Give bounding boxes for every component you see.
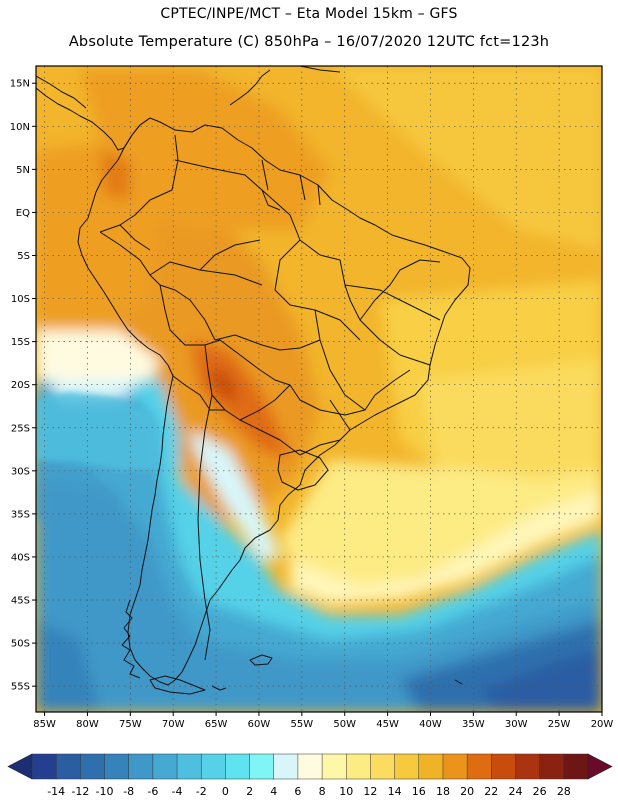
uruguay-outline [277,449,329,491]
colorbar-label: 24 [508,785,522,798]
colorbar-label: 22 [484,785,498,798]
lon-tick-label: 70W [162,719,185,730]
colorbar-label: -8 [123,785,134,798]
colorbar-swatch [539,753,565,780]
colorbar-label: 8 [319,785,326,798]
colorbar-swatch [176,753,202,780]
map-frame [35,65,603,713]
colorbar-high-arrow [587,753,613,780]
colorbar-label: 20 [460,785,474,798]
colorbar-swatch [370,753,396,780]
central-america-coastline [36,87,151,151]
colorbar-label: 16 [412,785,426,798]
colorbar-swatch [466,753,492,780]
lat-tick-label: 20S [11,380,30,391]
colorbar-label: 0 [222,785,229,798]
lon-tick-label: 55W [291,719,314,730]
colorbar-low-arrow [7,753,33,780]
caribbean-coastline [36,75,87,109]
colorbar-swatch [515,753,541,780]
lon-tick-label: 50W [333,719,356,730]
lon-tick-label: 45W [376,719,399,730]
colorbar-label: -4 [172,785,183,798]
coastlines-and-borders [36,66,471,695]
lon-tick-label: 35W [462,719,485,730]
lat-tick-label: 15N [10,79,30,90]
colorbar-swatch [418,753,444,780]
lon-tick-label: 80W [76,719,99,730]
colorbar-swatch [249,753,275,780]
lon-tick-label: 65W [205,719,228,730]
lat-tick-label: 5N [16,165,30,176]
colorbar-swatch [225,753,251,780]
lon-tick-label: 20W [591,719,614,730]
colorbar-label: 28 [557,785,571,798]
colorbar-label: -12 [71,785,89,798]
chile-fjord-coast [121,599,141,679]
colorbar-swatch [394,753,420,780]
lon-tick-label: 75W [119,719,142,730]
graticule-grid [36,66,602,712]
temperature-field [36,66,602,712]
colorbar-label: 10 [339,785,353,798]
caribbean-islands [229,69,271,106]
lat-tick-label: 10S [11,294,30,305]
colorbar-swatch [321,753,347,780]
lat-tick-label: 30S [11,466,30,477]
map-title-line1: CPTEC/INPE/MCT – Eta Model 15km – GFS [160,6,458,22]
colorbar-label: 6 [294,785,301,798]
lat-tick-label: 50S [11,639,30,650]
colorbar-label: -6 [147,785,158,798]
lon-tick-label: 30W [505,719,528,730]
colorbar-label: 2 [246,785,253,798]
colorbar-swatch [55,753,81,780]
tierra-del-fuego [149,675,206,695]
colorbar-label: -10 [96,785,114,798]
lat-tick-label: 10N [10,122,30,133]
colorbar-label: 14 [388,785,402,798]
lat-tick-label: 5S [17,251,30,262]
colorbar-swatch [563,753,589,780]
colorbar-label: -2 [196,785,207,798]
lat-tick-label: 35S [11,509,30,520]
colorbar-swatch [80,753,106,780]
lat-tick-label: 55S [11,682,30,693]
lat-tick-label: 25S [11,423,30,434]
colorbar-swatch [152,753,178,780]
colorbar-swatch [297,753,323,780]
lat-tick-label: EQ [16,208,30,219]
lat-tick-label: 15S [11,337,30,348]
colorbar-swatch [273,753,299,780]
colorbar-swatch [442,753,468,780]
temperature-colorbar: -14 -12 -10 -8 -6 -4 -2 0 2 4 6 8 10 12 14 16 18 20 22 24 26… [7,753,613,798]
colorbar-swatch [104,753,130,780]
lon-tick-label: 60W [248,719,271,730]
south-america-coastline [77,117,471,686]
colorbar-label: -14 [47,785,65,798]
colorbar-label: 4 [270,785,277,798]
map-title-line2: Absolute Temperature (C) 850hPa – 16/07/… [68,34,550,50]
colorbar-swatch [128,753,154,780]
lon-tick-label: 25W [548,719,571,730]
colorbar-label: 26 [533,785,547,798]
colorbar-swatch [200,753,226,780]
falkland-islands [249,654,273,666]
longitude-axis: 85W 80W 75W 70W 65W 60W 55W 50W 45W 40W 35W 30W 25W 2… [33,712,613,730]
colorbar-swatch [346,753,371,780]
lon-tick-label: 40W [419,719,442,730]
colorbar-swatch [31,753,57,780]
colorbar-swatch [491,753,517,780]
latitude-axis: 15N 10N 5N EQ 5S 10S 15S 20S 25S 30S 35S 40S 45S 50S 5… [10,79,36,693]
colorbar-label: 18 [436,785,450,798]
lat-tick-label: 45S [11,596,30,607]
lat-tick-label: 40S [11,552,30,563]
country-borders [99,134,441,661]
lon-tick-label: 85W [33,719,56,730]
colorbar-label: 12 [363,785,377,798]
